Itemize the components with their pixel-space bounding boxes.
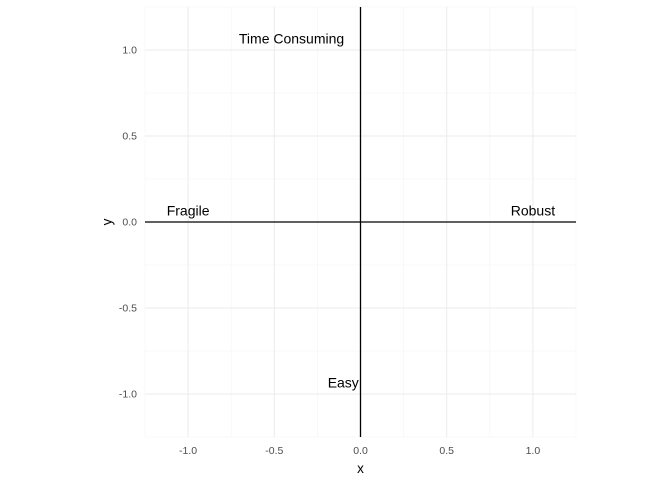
x-axis-title: x (357, 461, 364, 476)
label-robust: Robust (511, 203, 555, 219)
x-axis-ticks: -1.0 -0.5 0.0 0.5 1.0 (179, 445, 540, 457)
label-fragile: Fragile (167, 203, 210, 219)
x-tick-label: -1.0 (179, 445, 197, 457)
y-tick-label: 1.0 (122, 45, 137, 57)
label-time-consuming: Time Consuming (239, 31, 344, 47)
reference-lines (145, 7, 576, 437)
y-tick-label: -0.5 (119, 303, 137, 315)
x-tick-label: 0.5 (439, 445, 454, 457)
text-labels: Fragile Robust Time Consuming Easy (167, 31, 555, 391)
x-tick-label: 1.0 (526, 445, 541, 457)
x-tick-label: -0.5 (265, 445, 283, 457)
y-tick-label: 0.5 (122, 131, 137, 143)
x-tick-label: 0.0 (353, 445, 368, 457)
y-tick-label: -1.0 (119, 389, 137, 401)
y-axis-title: y (100, 218, 115, 225)
label-easy: Easy (328, 375, 359, 391)
y-tick-label: 0.0 (122, 217, 137, 229)
y-axis-ticks: -1.0 -0.5 0.0 0.5 1.0 (119, 45, 137, 401)
